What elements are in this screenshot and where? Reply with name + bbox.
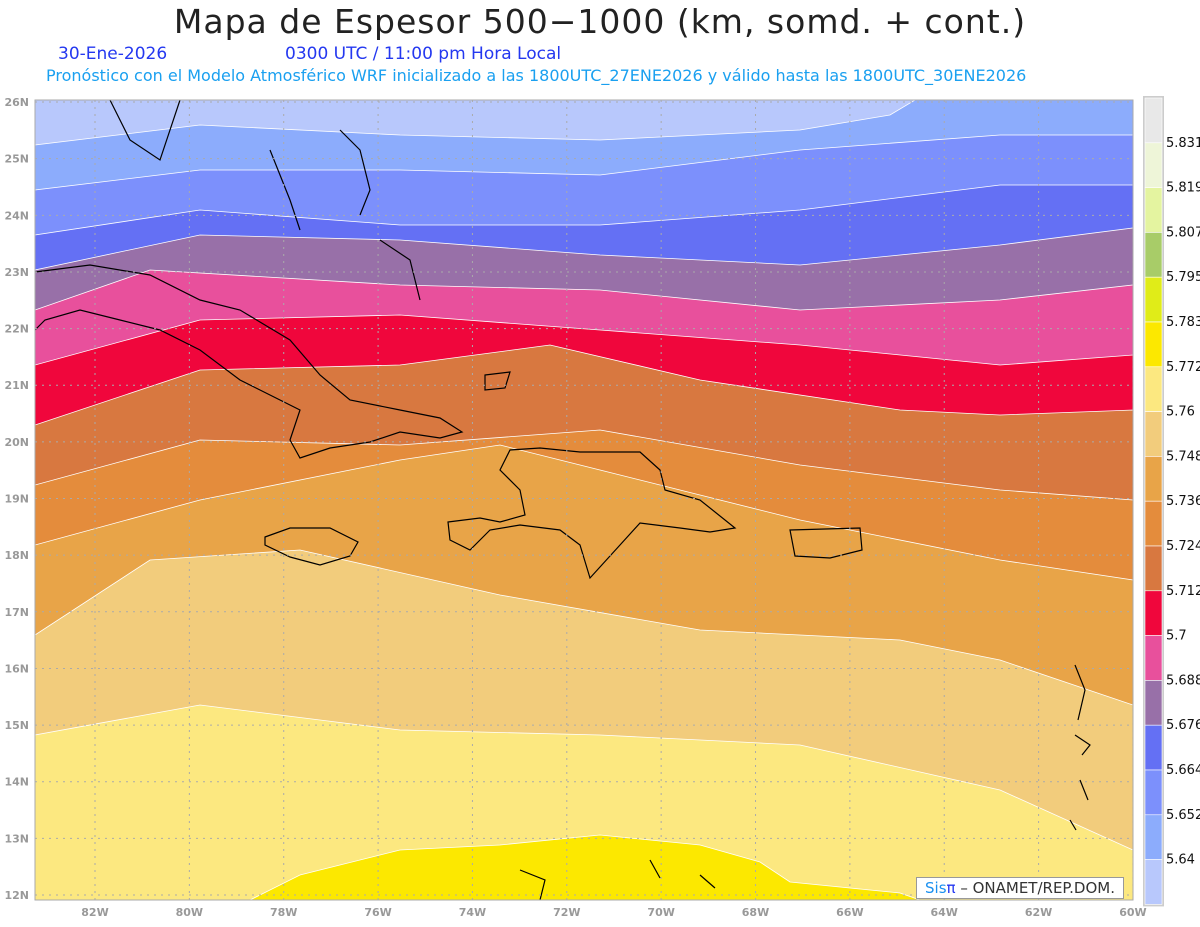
- coastline: [447, 447, 737, 580]
- lon-label: 68W: [742, 906, 769, 919]
- colorbar-swatch: [1144, 232, 1163, 278]
- lat-label: 14N: [4, 776, 29, 789]
- colorbar-swatch: [1144, 590, 1163, 636]
- credit-brand: Sis: [925, 879, 947, 897]
- colorbar-swatch: [1144, 769, 1163, 816]
- lat-label: 21N: [4, 379, 29, 392]
- lat-label: 23N: [4, 266, 29, 279]
- lon-label: 64W: [931, 906, 958, 919]
- coastline: [34, 264, 464, 459]
- coastline: [109, 99, 181, 161]
- lat-label: 17N: [4, 606, 29, 619]
- colorbar: 5.831 5.819 5.807 5.795 5.783 5.772 5.76 5.748 5…: [1143, 96, 1200, 907]
- forecast-date: 30-Ene-2026: [58, 44, 168, 64]
- lon-label: 78W: [270, 906, 297, 919]
- map-title: Mapa de Espesor 500−1000 (km, somd. + co…: [173, 2, 1027, 41]
- coastline: [519, 859, 716, 901]
- map-frame: [34, 99, 1134, 901]
- colorbar-swatch: [1144, 276, 1163, 323]
- contour-bands: [34, 99, 1134, 901]
- colorbar-swatch: [1144, 411, 1163, 457]
- colorbar-swatch: [1144, 142, 1163, 188]
- lon-label: 62W: [1025, 906, 1052, 919]
- lon-label: 74W: [459, 906, 486, 919]
- lon-label: 72W: [553, 906, 580, 919]
- colorbar-swatch: [1144, 500, 1163, 547]
- lat-label: 16N: [4, 662, 29, 675]
- colorbar-label: 5.652: [1166, 808, 1200, 823]
- coastline: [269, 129, 421, 301]
- colorbar-label: 5.783: [1166, 315, 1200, 330]
- forecast-time: 0300 UTC / 11:00 pm Hora Local: [285, 44, 562, 64]
- lat-label: 26N: [4, 96, 29, 109]
- colorbar-swatch: [1144, 635, 1163, 681]
- colorbar-label: 5.688: [1166, 673, 1200, 688]
- colorbar-frame: [1143, 96, 1164, 907]
- coastline: [264, 527, 359, 566]
- colorbar-swatch: [1144, 97, 1163, 144]
- coastline: [1069, 664, 1091, 831]
- credit-box: Sisπ – ONAMET/REP.DOM.: [916, 877, 1124, 899]
- credit-org: – ONAMET/REP.DOM.: [955, 879, 1115, 897]
- colorbar-label: 5.831: [1166, 136, 1200, 151]
- colorbar-label: 5.64: [1166, 853, 1195, 868]
- colorbar-label: 5.712: [1166, 584, 1200, 599]
- lat-label: 12N: [4, 889, 29, 902]
- lat-label: 13N: [4, 832, 29, 845]
- colorbar-swatch: [1144, 680, 1163, 726]
- lon-label: 80W: [176, 906, 203, 919]
- colorbar-swatch: [1144, 724, 1163, 771]
- lon-label: 70W: [647, 906, 674, 919]
- colorbar-label: 5.736: [1166, 494, 1200, 509]
- colorbar-swatch: [1144, 187, 1163, 233]
- colorbar-label: 5.772: [1166, 360, 1200, 375]
- colorbar-label: 5.664: [1166, 763, 1200, 778]
- lat-label: 24N: [4, 209, 29, 222]
- model-subtitle: Pronóstico con el Modelo Atmosférico WRF…: [46, 66, 1027, 85]
- lat-label: 25N: [4, 153, 29, 166]
- lat-label: 20N: [4, 436, 29, 449]
- lat-label: 18N: [4, 549, 29, 562]
- coastline: [789, 527, 863, 559]
- colorbar-swatch: [1144, 321, 1163, 368]
- lat-label: 19N: [4, 493, 29, 506]
- credit-pi: π: [946, 879, 956, 897]
- lon-label: 82W: [81, 906, 108, 919]
- colorbar-label: 5.819: [1166, 181, 1200, 196]
- axis-labels: 82W 80W 78W 76W 74W 72W 70W 68W 66W 64W 62W 60W 12N 1…: [4, 96, 1146, 919]
- lon-label: 76W: [364, 906, 391, 919]
- colorbar-swatch: [1144, 366, 1163, 412]
- lat-label: 15N: [4, 719, 29, 732]
- grid-lines: [35, 100, 1134, 900]
- lon-label: 60W: [1119, 906, 1146, 919]
- colorbar-label: 5.724: [1166, 539, 1200, 554]
- colorbar-swatch: [1144, 456, 1163, 502]
- colorbar-swatch: [1144, 859, 1163, 905]
- colorbar-label: 5.676: [1166, 718, 1200, 733]
- colorbar-swatch: [1144, 545, 1163, 592]
- colorbar-swatch: [1144, 814, 1163, 860]
- colorbar-label: 5.7: [1166, 629, 1187, 644]
- colorbar-label: 5.748: [1166, 449, 1200, 464]
- band: [249, 834, 921, 901]
- colorbar-label: 5.807: [1166, 225, 1200, 240]
- colorbar-label: 5.76: [1166, 405, 1195, 420]
- lat-label: 22N: [4, 323, 29, 336]
- colorbar-label: 5.795: [1166, 270, 1200, 285]
- lon-label: 66W: [836, 906, 863, 919]
